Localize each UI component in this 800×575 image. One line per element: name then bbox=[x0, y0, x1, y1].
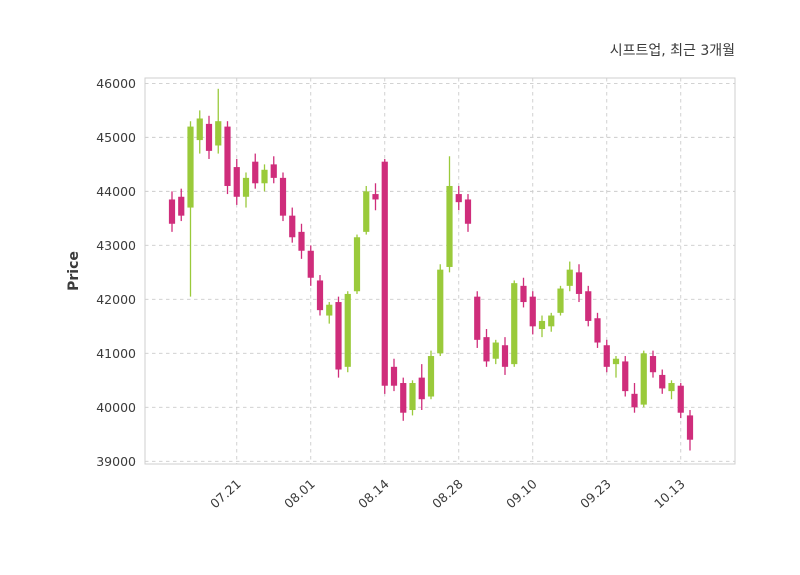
x-tick-label: 09.10 bbox=[503, 476, 540, 511]
plot-border bbox=[144, 77, 736, 465]
candle-body-up bbox=[261, 169, 268, 184]
candle-body-up bbox=[492, 342, 499, 359]
candle-body-up bbox=[196, 118, 203, 141]
candle-body-down bbox=[455, 194, 462, 203]
candle-body-down bbox=[464, 199, 472, 224]
y-tick-label: 43000 bbox=[96, 238, 136, 253]
y-axis-label: Price bbox=[66, 251, 82, 291]
candle-body-down bbox=[307, 250, 314, 278]
candle-body-down bbox=[289, 215, 296, 238]
y-tick-label: 41000 bbox=[96, 346, 136, 361]
x-tick-label: 08.28 bbox=[429, 476, 466, 511]
candle-body-down bbox=[335, 302, 342, 370]
candle-body-up bbox=[326, 304, 333, 316]
y-tick-label: 45000 bbox=[96, 130, 136, 145]
candle-body-down bbox=[631, 393, 638, 408]
candle-body-down bbox=[298, 231, 305, 251]
candle-body-down bbox=[649, 356, 657, 373]
candle-body-up bbox=[187, 126, 194, 208]
y-tick-label: 44000 bbox=[96, 184, 136, 199]
candle-body-up bbox=[640, 353, 647, 405]
candle-body-down bbox=[585, 291, 592, 321]
candle-body-down bbox=[418, 377, 425, 400]
candle-body-down bbox=[279, 177, 287, 216]
candle-body-down bbox=[686, 415, 694, 440]
candle-body-up bbox=[511, 283, 518, 365]
candle-body-up bbox=[215, 121, 222, 146]
candle-body-down bbox=[677, 385, 684, 413]
candle-body-up bbox=[353, 237, 361, 292]
candle-body-down bbox=[603, 345, 610, 367]
candle-body-down bbox=[224, 126, 231, 186]
candle-body-down bbox=[520, 285, 527, 303]
y-tick-label: 42000 bbox=[96, 292, 136, 307]
candle-body-down bbox=[233, 167, 240, 197]
candle-body-up bbox=[427, 356, 435, 397]
candle-body-down bbox=[252, 161, 259, 184]
candle-body-up bbox=[344, 293, 351, 367]
candle-body-down bbox=[400, 383, 407, 413]
candle-body-down bbox=[168, 199, 176, 224]
candle-body-down bbox=[659, 374, 666, 389]
candle-body-down bbox=[316, 280, 324, 311]
candle-body-up bbox=[437, 269, 444, 354]
candle-body-down bbox=[529, 296, 536, 327]
candle-body-up bbox=[668, 383, 675, 392]
candle-body-down bbox=[372, 194, 379, 200]
chart-title: 시프트업, 최근 3개월 bbox=[609, 43, 735, 59]
candle-body-down bbox=[483, 337, 490, 362]
x-tick-label: 08.14 bbox=[355, 476, 392, 511]
candle-body-up bbox=[446, 185, 453, 267]
x-tick-label: 08.01 bbox=[281, 476, 318, 511]
candle-body-up bbox=[548, 315, 555, 327]
x-tick-label: 07.21 bbox=[207, 476, 244, 511]
candle-body-down bbox=[178, 196, 185, 216]
y-tick-label: 46000 bbox=[96, 76, 136, 91]
candle-body-down bbox=[622, 361, 629, 392]
candle-body-down bbox=[594, 318, 601, 343]
candle-body-down bbox=[270, 164, 277, 178]
candle-body-up bbox=[363, 191, 370, 232]
x-tick-label: 09.23 bbox=[577, 476, 614, 511]
candle-body-down bbox=[381, 161, 388, 386]
y-tick-label: 39000 bbox=[96, 454, 136, 469]
y-tick-label: 40000 bbox=[96, 400, 136, 415]
candle-body-up bbox=[538, 320, 546, 330]
candle-body-up bbox=[566, 269, 573, 286]
candle-body-down bbox=[575, 272, 583, 294]
candle-body-down bbox=[474, 296, 481, 340]
candle-body-down bbox=[205, 123, 213, 151]
candle-body-down bbox=[501, 345, 509, 367]
candle-body-up bbox=[612, 358, 620, 365]
candle-body-up bbox=[557, 288, 564, 313]
x-tick-label: 10.13 bbox=[651, 476, 688, 511]
candle-body-up bbox=[409, 383, 416, 411]
candle-body-down bbox=[390, 366, 398, 386]
candle-body-up bbox=[242, 177, 250, 197]
